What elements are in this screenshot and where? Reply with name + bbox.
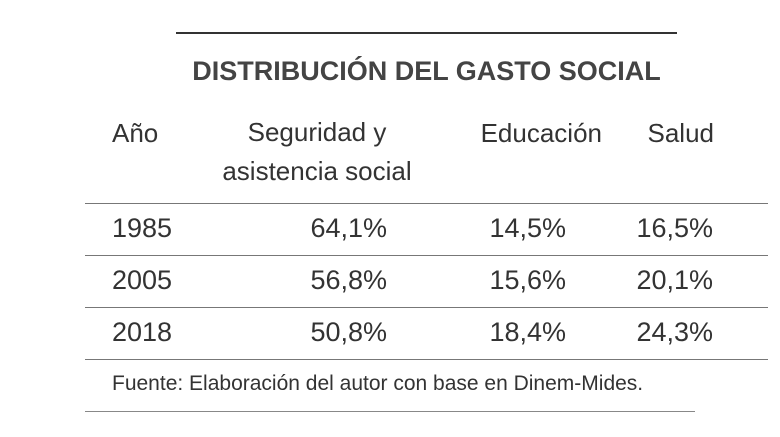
cell: 24,3% (636, 317, 713, 347)
cell: 18,4% (489, 317, 566, 347)
cell: 64,1% (310, 213, 387, 243)
bottom-rule (85, 411, 695, 412)
cell: 50,8% (310, 317, 387, 347)
cell: 2018 (112, 317, 173, 347)
col-header: Educación (480, 118, 602, 148)
row-rule (85, 203, 768, 204)
cell: 2005 (112, 265, 173, 295)
cell: 56,8% (310, 265, 387, 295)
row-rule (85, 307, 768, 308)
source-note: Fuente: Elaboración del autor con base e… (112, 372, 644, 395)
top-rule (176, 32, 677, 34)
cell: 14,5% (489, 213, 566, 243)
row-rule (85, 359, 768, 360)
cell: 20,1% (636, 265, 713, 295)
cell: 15,6% (489, 265, 566, 295)
col-header: Salud (647, 118, 715, 148)
col-header: Año (112, 118, 159, 148)
row-rule (85, 255, 768, 256)
cell: 1985 (112, 213, 173, 243)
title: DISTRIBUCIÓN DEL GASTO SOCIAL (192, 56, 661, 86)
col-header: Seguridad y asistencia social (222, 117, 412, 186)
cell: 16,5% (636, 213, 713, 243)
